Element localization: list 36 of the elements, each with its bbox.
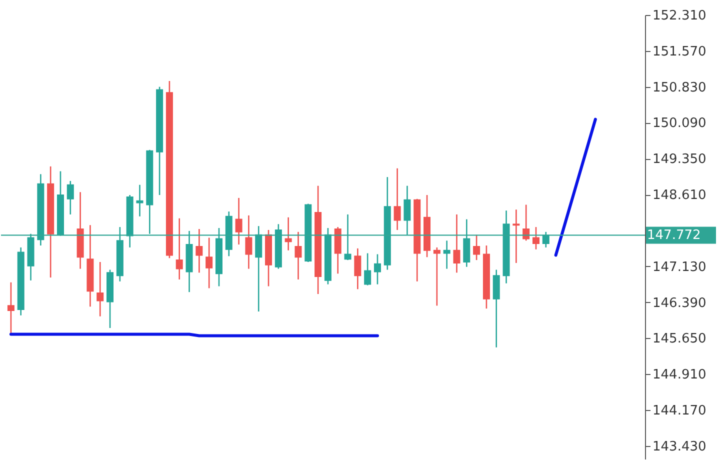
candlestick <box>453 214 460 274</box>
y-tick-label: 150.830 <box>652 80 706 96</box>
candlestick <box>443 240 450 270</box>
y-tick-label: 144.170 <box>652 403 706 418</box>
candlestick <box>176 218 183 280</box>
candlestick <box>433 246 440 306</box>
candlestick <box>294 231 302 280</box>
candlestick <box>96 261 104 317</box>
y-tick-label: 151.570 <box>652 44 706 60</box>
candlestick <box>354 248 362 290</box>
candlestick <box>7 282 14 336</box>
candlestick <box>492 269 500 348</box>
candlestick <box>136 184 144 218</box>
candlestick <box>66 180 74 216</box>
y-tick-label: 150.090 <box>652 116 706 132</box>
candlestick <box>364 252 372 286</box>
candlestick <box>284 216 292 251</box>
candlestick <box>235 197 242 246</box>
candlestick <box>512 208 520 264</box>
ref-line-label: 147.772 <box>647 228 701 244</box>
y-tick-label: 145.650 <box>652 332 706 347</box>
candlestick <box>245 214 252 270</box>
y-tick-label: 152.310 <box>652 8 706 24</box>
candlestick <box>206 237 213 289</box>
y-tick-label: 148.610 <box>652 188 706 204</box>
y-tick-label: 146.390 <box>652 296 706 311</box>
y-tick-label: 149.350 <box>652 152 706 168</box>
y-tick-label: 144.910 <box>652 368 706 383</box>
line-series <box>554 118 597 257</box>
candlestick <box>394 168 401 231</box>
candlestick <box>473 234 480 261</box>
candlestick <box>196 228 203 274</box>
y-tick-label: 143.430 <box>652 439 706 454</box>
candlestick <box>374 254 381 285</box>
candlestick <box>532 226 540 250</box>
y-tick-label: 147.130 <box>652 260 706 275</box>
